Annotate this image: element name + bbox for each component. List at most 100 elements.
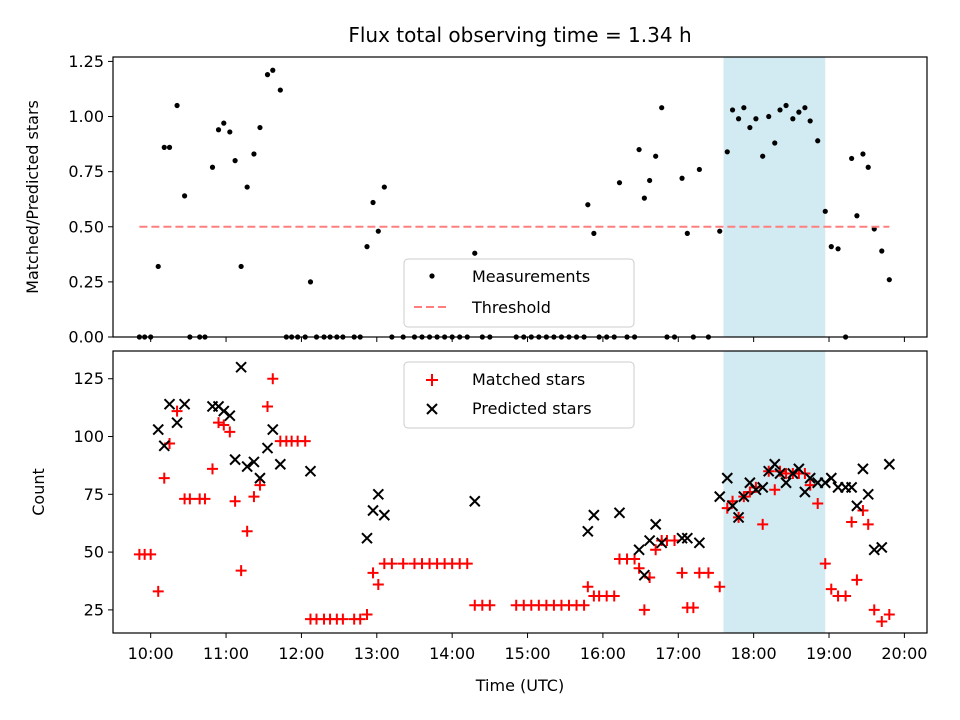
top-ytick-label: 0.75	[68, 162, 104, 181]
predicted-star-point	[769, 458, 781, 470]
matched-star-point	[337, 613, 349, 625]
top-legend: Measurements Threshold	[403, 258, 635, 328]
predicted-star-point	[372, 488, 385, 501]
predicted-star-point	[756, 481, 769, 494]
predicted-star-point	[774, 467, 786, 480]
measurement-point	[166, 144, 173, 150]
measurement-point	[647, 177, 653, 184]
predicted-star-point	[681, 532, 694, 544]
matched-star-point	[171, 405, 183, 417]
matched-star-point	[633, 562, 645, 574]
matched-star-point	[851, 574, 863, 586]
legend-marker-predicted	[426, 403, 438, 415]
measurement-point	[370, 199, 376, 206]
bottom-legend-frame	[403, 361, 635, 429]
top-plot-frame	[112, 56, 928, 338]
x-axis-label: Time (UTC)	[475, 676, 564, 695]
matched-star-point	[461, 558, 473, 570]
measurement-point	[174, 102, 180, 109]
top-data-layer	[136, 67, 892, 340]
predicted-star-point	[883, 458, 896, 470]
matched-star-point	[386, 558, 398, 570]
measurement-point	[161, 144, 167, 150]
matched-star-point	[199, 493, 211, 505]
measurement-point	[807, 118, 813, 124]
measurement-point	[659, 105, 665, 111]
matched-star-point	[267, 373, 279, 385]
legend-label-threshold: Threshold	[471, 298, 551, 317]
measurement-point	[783, 102, 789, 109]
matched-star-point	[650, 544, 662, 556]
predicted-star-point	[274, 458, 287, 470]
measurement-point	[641, 195, 647, 201]
matched-star-point	[218, 419, 230, 431]
top-ylabel: Matched/Predicted stars	[23, 100, 42, 294]
measurement-point	[854, 213, 860, 219]
measurement-point	[472, 250, 478, 256]
top-ytick-label: 0.00	[68, 328, 104, 347]
measurement-point	[828, 244, 834, 250]
predicted-star-point	[868, 544, 880, 556]
top-ytick-label: 0.50	[68, 217, 104, 236]
measurement-point	[209, 164, 216, 170]
matched-star-point	[262, 400, 274, 412]
measurement-point	[753, 116, 759, 122]
chart-title: Flux total observing time = 1.34 h	[348, 23, 691, 47]
measurement-point	[777, 107, 783, 113]
measurement-point	[772, 140, 778, 146]
bottom-ticks: 10:00 11:00 12:00 13:00 14:00 15:00 16:00 17:00…	[73, 369, 927, 663]
matched-star-point	[254, 479, 266, 491]
top-panel: 0.00 0.25 0.50 0.75 1.00 1.25 Matched/Predict…	[23, 52, 928, 347]
predicted-star-point	[378, 509, 391, 521]
predicted-star-point	[582, 525, 594, 538]
matched-star-point	[769, 484, 781, 496]
matched-star-point	[235, 565, 247, 577]
predicted-star-point	[655, 537, 668, 549]
matched-star-point	[676, 567, 688, 579]
predicted-star-point	[229, 453, 241, 466]
predicted-star-point	[224, 410, 236, 422]
measurement-point	[251, 151, 257, 157]
measurement-point	[653, 153, 659, 159]
bottom-panel: 10:00 11:00 12:00 13:00 14:00 15:00 16:00 17:00…	[29, 350, 928, 695]
predicted-star-point	[693, 537, 706, 549]
predicted-star-point	[158, 440, 170, 452]
predicted-star-point	[732, 511, 745, 524]
xtick-label: 10:00	[128, 644, 174, 663]
bottom-data-layer	[133, 361, 896, 627]
predicted-star-point	[613, 507, 626, 519]
matched-star-point	[757, 518, 769, 530]
predicted-star-point	[738, 490, 750, 503]
measurement-point	[585, 202, 591, 208]
measurement-point	[790, 116, 796, 122]
bottom-ytick-label: 125	[73, 369, 104, 388]
predicted-star-point	[235, 361, 247, 373]
measurement-point	[636, 146, 642, 153]
predicted-star-point	[876, 541, 888, 554]
measurement-point	[277, 87, 283, 93]
matched-star-point	[229, 495, 241, 507]
bottom-ytick-label: 25	[84, 600, 104, 619]
predicted-star-point	[649, 518, 662, 531]
measurement-point	[182, 193, 188, 199]
top-ytick-label: 0.25	[68, 272, 104, 291]
measurement-point	[802, 105, 808, 111]
predicted-star-point	[825, 472, 837, 484]
measurement-point	[879, 248, 885, 254]
xtick-label: 14:00	[429, 644, 475, 663]
measurement-point	[796, 109, 802, 115]
matched-star-point	[213, 417, 225, 429]
measurement-point	[264, 72, 271, 78]
bottom-legend: Matched stars Predicted stars	[403, 361, 635, 429]
predicted-star-point	[361, 532, 373, 544]
matched-star-point	[484, 599, 496, 611]
matched-star-point	[241, 525, 253, 537]
predicted-star-point	[588, 509, 600, 521]
measurement-point	[616, 180, 623, 186]
measurement-point	[679, 175, 685, 181]
measurement-point	[741, 105, 747, 111]
legend-label-predicted: Predicted stars	[472, 399, 592, 418]
xtick-label: 19:00	[806, 644, 852, 663]
measurement-point	[865, 164, 871, 170]
measurement-point	[364, 244, 370, 250]
